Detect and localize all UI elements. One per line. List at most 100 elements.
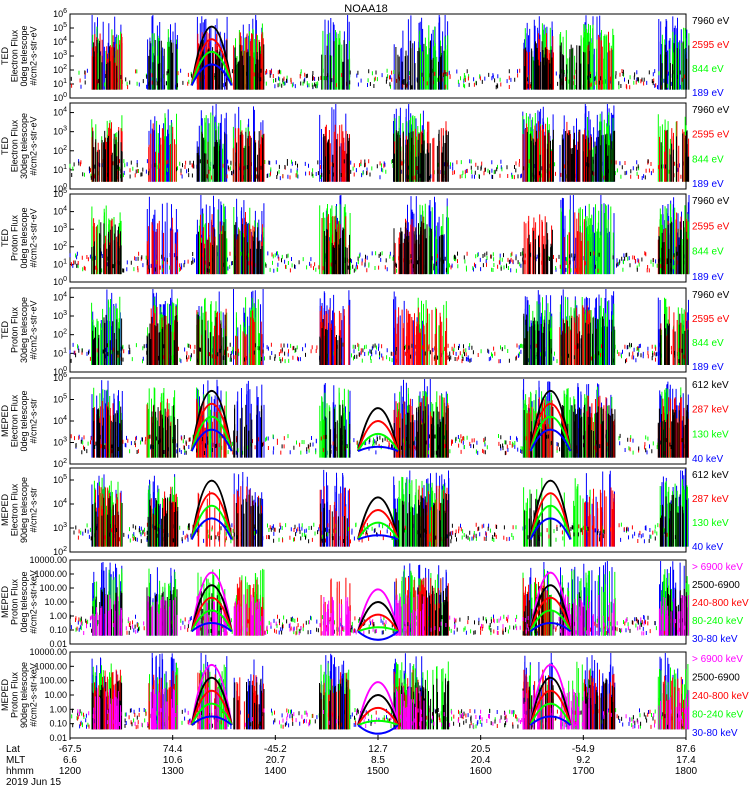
belt-arc	[357, 588, 399, 632]
y-tick-label: 1000.00	[34, 661, 67, 671]
belt-arc	[357, 433, 399, 452]
y-axis-label: MEPEDProton Flux0deg telescope#/cm2-s-st…	[0, 570, 39, 634]
x-tick-lat: 87.6	[676, 744, 696, 755]
belt-arc	[357, 521, 399, 540]
legend-label: 189 eV	[692, 88, 724, 99]
y-tick-label: 101	[53, 347, 67, 358]
belt-arc	[190, 415, 233, 452]
legend-label: 80-240 keV	[692, 710, 743, 721]
y-tick-label: 1000.00	[34, 569, 67, 579]
x-tick-lat: -54.9	[572, 744, 595, 755]
belt-arc	[357, 681, 399, 726]
legend-label: 30-80 keV	[692, 634, 738, 645]
panel-3: 100 101 102 103 104 105 TEDProton Flux0deg tel…	[0, 188, 730, 287]
legend-label: > 6900 keV	[692, 654, 743, 665]
belt-arc	[190, 389, 233, 452]
y-tick-label: 106	[53, 372, 67, 383]
panel-5: 102 103 104 105 106 MEPEDElectron Flux0deg te…	[0, 372, 729, 469]
legend-label: 844 eV	[692, 247, 724, 258]
legend-label: 287 keV	[692, 405, 729, 416]
y-tick-label: 0.10	[49, 625, 67, 635]
belt-arc	[190, 25, 233, 86]
belt-arc	[529, 676, 572, 726]
y-axis-label: MEPEDElectron Flux90deg telescope#/cm2-s…	[0, 477, 39, 543]
y-tick-label: 0.01	[49, 733, 67, 743]
belt-arc	[529, 505, 572, 540]
legend-label: 844 eV	[692, 64, 724, 75]
legend-label: 7960 eV	[692, 290, 730, 301]
legend-label: 2595 eV	[692, 130, 730, 141]
belt-arc	[529, 689, 572, 726]
belt-arc	[529, 389, 572, 452]
x-row-label: hhmm	[6, 766, 34, 777]
y-axis-label: MEPEDElectron Flux0deg telescope#/cm2-s-…	[0, 390, 39, 451]
x-tick-hhmm: 1200	[59, 766, 82, 777]
belt-arc	[357, 707, 399, 726]
y-tick-label: 102	[53, 241, 67, 252]
panel-1: 100 101 102 103 104 105 106 TEDElectron Flux0de…	[0, 8, 730, 103]
data-series	[74, 221, 688, 275]
x-tick-hhmm: 1300	[162, 766, 185, 777]
y-tick-label: 106	[53, 8, 67, 19]
y-tick-label: 103	[53, 522, 67, 533]
x-tick-lat: 20.5	[471, 744, 491, 755]
y-axis-label: TEDElectron Flux30deg telescope#/cm2-s-s…	[0, 113, 39, 179]
legend-label: 240-800 keV	[692, 691, 749, 702]
belt-arc	[529, 702, 572, 726]
panels: 100 101 102 103 104 105 106 TEDElectron Flux0de…	[0, 8, 749, 743]
y-tick-label: 103	[53, 126, 67, 137]
x-tick-mlt: 6.6	[63, 755, 77, 766]
y-tick-label: 102	[53, 546, 67, 557]
chart-title: NOAA18	[344, 3, 387, 15]
y-tick-label: 104	[53, 415, 67, 426]
x-row-label: Lat	[6, 744, 20, 755]
x-tick-hhmm: 1500	[367, 766, 390, 777]
belt-arc	[357, 496, 399, 540]
legend-label: 240-800 keV	[692, 598, 749, 609]
x-tick-lat: -45.2	[264, 744, 287, 755]
legend-label: 287 keV	[692, 494, 729, 505]
data-series	[80, 594, 689, 636]
y-tick-label: 10000.00	[29, 647, 67, 657]
x-tick-hhmm: 1700	[572, 766, 595, 777]
belt-arc	[190, 676, 233, 726]
belt-arc	[190, 663, 233, 726]
legend-label: 844 eV	[692, 338, 724, 349]
belt-arc	[357, 407, 399, 452]
belt-arc	[190, 505, 233, 540]
belt-arc	[190, 517, 233, 540]
belt-arc	[529, 597, 572, 632]
y-tick-label: 10.00	[44, 690, 67, 700]
x-tick-lat: 74.4	[163, 744, 183, 755]
belt-arc	[190, 689, 233, 726]
belt-arc	[190, 702, 233, 726]
y-tick-label: 100.00	[39, 676, 67, 686]
belt-arc	[190, 428, 233, 452]
x-tick-lat: 12.7	[368, 744, 388, 755]
y-tick-label: 103	[53, 223, 67, 234]
y-tick-label: 104	[53, 291, 67, 302]
x-tick-mlt: 20.4	[471, 755, 491, 766]
y-tick-label: 104	[53, 36, 67, 47]
y-tick-label: 103	[53, 50, 67, 61]
legend-label: 40 keV	[692, 454, 723, 465]
belt-arc	[357, 509, 399, 540]
belt-arc	[191, 622, 233, 633]
belt-arc	[190, 492, 233, 540]
y-tick-label: 101	[53, 258, 67, 269]
panel-6: 102 103 104 105 MEPEDElectron Flux90deg tele…	[0, 467, 729, 557]
y-tick-label: 1.00	[49, 611, 67, 621]
belt-arc	[529, 584, 572, 632]
belt-arc	[357, 630, 399, 641]
belt-arc	[357, 601, 399, 632]
y-tick-label: 102	[53, 329, 67, 340]
legend-label: 189 eV	[692, 272, 724, 283]
y-tick-label: 105	[53, 474, 67, 485]
belt-arc	[190, 479, 233, 540]
legend-label: 7960 eV	[692, 196, 730, 207]
legend-label: 2595 eV	[692, 40, 730, 51]
y-tick-label: 105	[53, 394, 67, 405]
x-tick-mlt: 8.5	[371, 755, 385, 766]
